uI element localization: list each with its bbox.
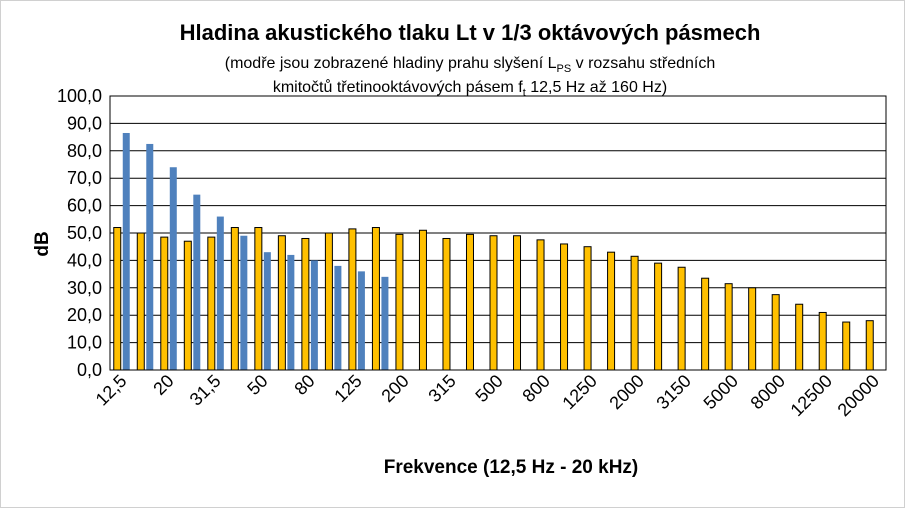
- bar-lt: [701, 277, 710, 371]
- bar-lt: [254, 227, 263, 371]
- bar-lt: [865, 320, 874, 371]
- y-tick-label: 60,0: [67, 196, 102, 216]
- bar-lt: [324, 232, 333, 371]
- bar-lt: [136, 232, 145, 371]
- bar-lt: [489, 235, 498, 371]
- plot-area-border: [109, 95, 887, 371]
- bar-lps: [146, 143, 154, 370]
- y-tick-label: 50,0: [67, 223, 102, 243]
- bar-lt: [536, 239, 545, 371]
- y-tick-label: 80,0: [67, 141, 102, 161]
- bar-lps: [310, 260, 318, 370]
- x-axis-label: Frekvence (12,5 Hz - 20 kHz): [384, 457, 639, 478]
- bar-lt: [395, 233, 404, 371]
- bar-lt: [677, 266, 686, 371]
- bar-lt: [560, 243, 569, 371]
- bar-lps: [334, 265, 342, 370]
- bar-lps: [122, 132, 130, 370]
- y-tick-label: 20,0: [67, 305, 102, 325]
- bar-lt: [654, 262, 663, 371]
- bar-lt: [607, 251, 616, 371]
- y-axis-ticks: 0,0 10,0 20,0 30,0 40,0 50,0 60,0 70,0 80,0 90,0 1…: [57, 86, 102, 380]
- gridlines: [110, 95, 886, 371]
- bar-lt: [348, 228, 357, 371]
- bar-lps: [240, 235, 248, 370]
- bar-lt: [418, 229, 427, 371]
- bar-lps: [216, 216, 224, 370]
- bar-lt: [842, 321, 851, 371]
- bar-lt: [371, 227, 380, 371]
- chart-subtitle-line-2: kmitočtů třetinooktávových pásem ft 12,5…: [273, 78, 667, 99]
- bar-lt: [113, 227, 122, 371]
- bar-lt: [795, 303, 804, 371]
- y-tick-label: 40,0: [67, 250, 102, 270]
- y-axis-label: dB: [32, 231, 53, 256]
- bar-lt: [230, 227, 239, 371]
- bar-lps: [193, 194, 201, 370]
- bar-lps: [357, 271, 365, 370]
- bar-lt: [160, 236, 169, 371]
- y-tick-label: 90,0: [67, 113, 102, 133]
- bar-lps: [169, 167, 177, 370]
- bar-lt: [818, 311, 827, 371]
- y-tick-label: 10,0: [67, 333, 102, 353]
- bar-lt: [183, 240, 192, 371]
- bar-lt: [442, 237, 451, 371]
- bar-lps: [381, 276, 389, 370]
- bar-lt: [207, 236, 216, 371]
- y-tick-label: 100,0: [57, 86, 102, 106]
- bar-lt: [301, 237, 310, 371]
- bar-lps: [287, 254, 295, 370]
- bar-lt: [748, 287, 757, 371]
- y-tick-label: 0,0: [77, 360, 102, 380]
- bar-lt: [771, 294, 780, 371]
- bar-lt: [277, 235, 286, 371]
- bar-lt: [465, 233, 474, 371]
- bar-lps: [263, 252, 271, 370]
- chart-title: Hladina akustického tlaku Lt v 1/3 oktáv…: [180, 20, 761, 45]
- bar-lt: [724, 283, 733, 371]
- y-tick-label: 30,0: [67, 278, 102, 298]
- bar-lt: [583, 246, 592, 371]
- y-tick-label: 70,0: [67, 168, 102, 188]
- bar-lt: [513, 235, 522, 371]
- chart-subtitle-line-1: (modře jsou zobrazené hladiny prahu slyš…: [225, 55, 716, 75]
- bar-lt: [630, 255, 639, 371]
